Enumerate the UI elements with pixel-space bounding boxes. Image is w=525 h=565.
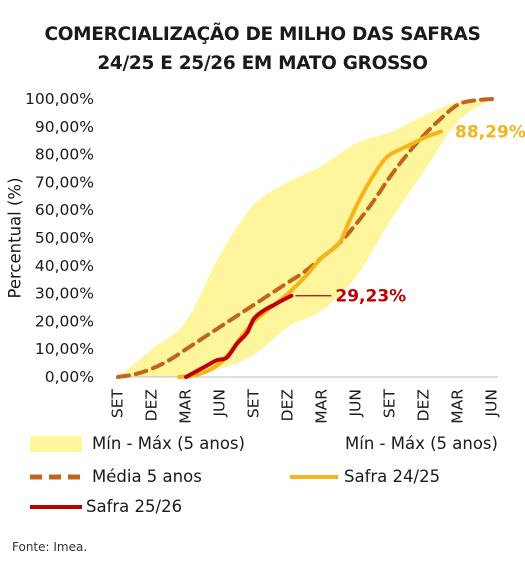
x-tick-label: MAR xyxy=(313,389,331,424)
legend-safra2526-label: Safra 25/26 xyxy=(86,497,183,516)
legend-band-right: Mín - Máx (5 anos) xyxy=(345,434,498,453)
legend-safra2425: Safra 24/25 xyxy=(290,467,440,486)
legend-band-label: Mín - Máx (5 anos) xyxy=(92,434,245,453)
chart-title: COMERCIALIZAÇÃO DE MILHO DAS SAFRAS 24/2… xyxy=(0,20,525,78)
legend-media-swatch xyxy=(30,474,82,479)
y-tick-label: 0,00% xyxy=(45,368,94,386)
x-tick-label: SET xyxy=(245,388,263,418)
x-tick-label: JUN xyxy=(211,389,229,418)
x-tick-label: DEZ xyxy=(415,389,433,421)
chart-title-line2: 24/25 E 25/26 EM MATO GROSSO xyxy=(97,53,428,74)
minmax-band xyxy=(118,99,492,378)
x-tick-label: DEZ xyxy=(279,389,297,421)
legend-media: Média 5 anos xyxy=(30,467,202,486)
y-tick-label: 20,00% xyxy=(35,312,94,330)
legend-band-label-right: Mín - Máx (5 anos) xyxy=(345,434,498,453)
x-tick-label: SET xyxy=(381,388,399,418)
annotation-2425: 88,29% xyxy=(455,123,525,143)
y-tick-label: 90,00% xyxy=(35,118,94,136)
annotation-2526: 29,23% xyxy=(335,287,406,307)
legend-safra2425-label: Safra 24/25 xyxy=(344,467,441,486)
y-axis-label: Percentual (%) xyxy=(6,177,25,298)
x-tick-label: MAR xyxy=(177,389,195,424)
series-safra2526-line xyxy=(184,293,294,379)
series-safra2425-line xyxy=(177,129,443,379)
legend-band-swatch xyxy=(30,435,82,452)
x-tick-label: DEZ xyxy=(143,389,161,421)
y-tick-label: 80,00% xyxy=(35,146,94,164)
y-tick-label: 100,00% xyxy=(25,90,94,108)
legend-safra2526-swatch xyxy=(30,504,82,509)
legend-media-label: Média 5 anos xyxy=(92,467,202,486)
legend-safra2526: Safra 25/26 xyxy=(30,497,182,516)
y-tick-label: 50,00% xyxy=(35,229,94,247)
y-tick-label: 30,00% xyxy=(35,285,94,303)
x-tick-label: JUN xyxy=(483,389,501,418)
legend-band: Mín - Máx (5 anos) xyxy=(30,434,245,453)
source-note: Fonte: Imea. xyxy=(12,540,88,554)
y-tick-label: 70,00% xyxy=(35,173,94,191)
x-tick-label: MAR xyxy=(449,389,467,424)
chart-title-line1: COMERCIALIZAÇÃO DE MILHO DAS SAFRAS xyxy=(44,24,481,45)
x-tick-label: SET xyxy=(109,388,127,418)
series-media-line xyxy=(116,97,494,379)
x-tick-label: JUN xyxy=(347,389,365,418)
y-tick-label: 10,00% xyxy=(35,340,94,358)
y-tick-label: 40,00% xyxy=(35,257,94,275)
legend-safra2425-swatch xyxy=(290,474,338,479)
y-tick-label: 60,00% xyxy=(35,201,94,219)
